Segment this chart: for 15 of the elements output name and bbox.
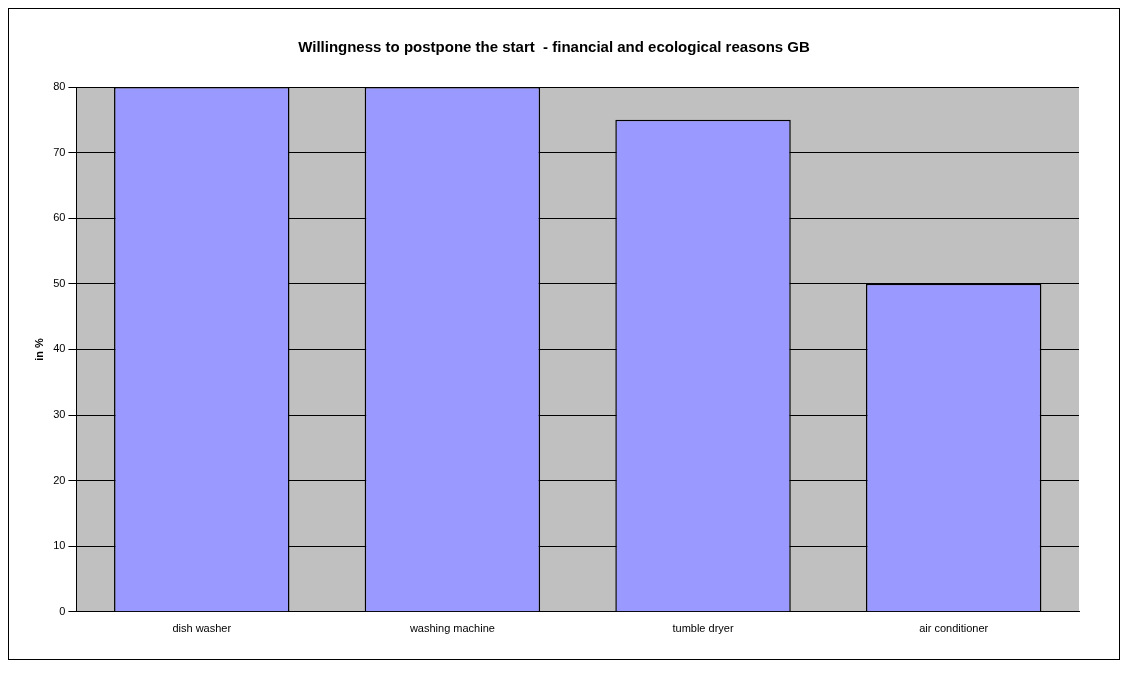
x-tick-label: air conditioner [919,622,989,635]
y-tick-label: 40 [53,342,66,355]
y-tick-label: 60 [53,211,66,224]
y-tick-label: 30 [53,408,66,421]
y-tick-label: 10 [53,539,66,552]
chart-title: Willingness to postpone the start - financial and ecological reasons GB [298,38,810,56]
x-tick-label: tumble dryer [672,622,734,635]
x-tick-label: dish washer [172,622,232,635]
y-axis-title: in % [32,337,45,361]
y-tick-label: 50 [53,276,66,289]
y-tick-label: 80 [53,80,66,93]
y-tick-label: 20 [53,473,66,486]
y-tick-label: 0 [59,604,66,617]
x-tick-label: washing machine [408,622,495,635]
y-tick-label: 70 [53,145,66,158]
